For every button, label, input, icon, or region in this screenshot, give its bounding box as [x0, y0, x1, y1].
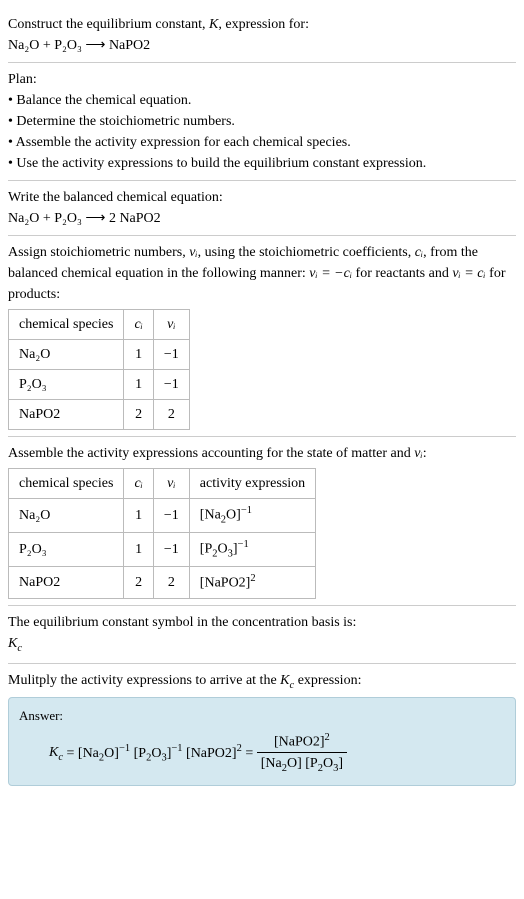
plan-bullet: • Assemble the activity expression for e…: [8, 132, 516, 153]
cell-ci: 2: [124, 400, 153, 430]
intro-section: Construct the equilibrium constant, K, e…: [8, 8, 516, 63]
activity-section: Assemble the activity expressions accoun…: [8, 437, 516, 606]
multiply-text: Mulitply the activity expressions to arr…: [8, 670, 516, 694]
stoich-th-nu: νᵢ: [153, 310, 189, 340]
activity-nu: νᵢ: [414, 446, 422, 461]
table-row: P₂O₃ 1 −1 [P2O3]−1: [9, 533, 316, 567]
stoich-text: Assign stoichiometric numbers, νᵢ, using…: [8, 242, 516, 305]
activity-th-species: chemical species: [9, 469, 124, 499]
balance-label: Write the balanced chemical equation:: [8, 187, 516, 208]
multiply-kc: Kc: [280, 673, 294, 688]
cell-nu: −1: [153, 533, 189, 567]
stoich-th-species: chemical species: [9, 310, 124, 340]
cell-ci: 1: [124, 499, 153, 533]
intro-K: K: [209, 17, 218, 32]
cell-species: NaPO2: [9, 400, 124, 430]
intro-reaction: Na₂O + P₂O₃ ⟶ NaPO2: [8, 35, 516, 56]
plan-section: Plan: • Balance the chemical equation. •…: [8, 63, 516, 181]
stoich-t2: , using the stoichiometric coefficients,: [198, 245, 415, 260]
cell-ci: 1: [124, 340, 153, 370]
kc-symbol-section: The equilibrium constant symbol in the c…: [8, 606, 516, 664]
cell-species: P₂O₃: [9, 533, 124, 567]
intro-part2: , expression for:: [218, 17, 309, 32]
balance-section: Write the balanced chemical equation: Na…: [8, 181, 516, 236]
stoich-th-ci: cᵢ: [124, 310, 153, 340]
cell-nu: −1: [153, 340, 189, 370]
cell-ci: 2: [124, 567, 153, 599]
cell-nu: −1: [153, 370, 189, 400]
activity-th-nu: νᵢ: [153, 469, 189, 499]
table-row: P₂O₃ 1 −1: [9, 370, 190, 400]
cell-species: Na₂O: [9, 340, 124, 370]
multiply-t1: Mulitply the activity expressions to arr…: [8, 673, 280, 688]
cell-nu: 2: [153, 567, 189, 599]
intro-text: Construct the equilibrium constant, K, e…: [8, 14, 516, 35]
plan-heading: Plan:: [8, 69, 516, 90]
stoich-e2: νᵢ = cᵢ: [452, 266, 485, 281]
cell-species: NaPO2: [9, 567, 124, 599]
cell-ci: 1: [124, 533, 153, 567]
stoich-e1: νᵢ = −cᵢ: [309, 266, 352, 281]
stoich-t4: for reactants and: [352, 266, 452, 281]
multiply-t2: expression:: [294, 673, 361, 688]
cell-species: Na₂O: [9, 499, 124, 533]
answer-expression: Kc = [Na2O]−1 [P2O3]−1 [NaPO2]2 = [NaPO2…: [19, 730, 505, 777]
cell-nu: 2: [153, 400, 189, 430]
table-row: NaPO2 2 2: [9, 400, 190, 430]
stoich-section: Assign stoichiometric numbers, νᵢ, using…: [8, 236, 516, 437]
answer-label: Answer:: [19, 706, 505, 726]
cell-nu: −1: [153, 499, 189, 533]
activity-t2: :: [423, 446, 427, 461]
activity-th-expr: activity expression: [189, 469, 315, 499]
cell-expr: [NaPO2]2: [189, 567, 315, 599]
answer-box: Answer: Kc = [Na2O]−1 [P2O3]−1 [NaPO2]2 …: [8, 697, 516, 786]
kc-symbol: Kc: [8, 633, 516, 657]
activity-th-ci: cᵢ: [124, 469, 153, 499]
plan-bullet: • Use the activity expressions to build …: [8, 153, 516, 174]
cell-ci: 1: [124, 370, 153, 400]
stoich-table: chemical species cᵢ νᵢ Na₂O 1 −1 P₂O₃ 1 …: [8, 309, 190, 430]
stoich-t1: Assign stoichiometric numbers,: [8, 245, 189, 260]
multiply-section: Mulitply the activity expressions to arr…: [8, 664, 516, 792]
plan-bullet: • Determine the stoichiometric numbers.: [8, 111, 516, 132]
activity-table: chemical species cᵢ νᵢ activity expressi…: [8, 468, 316, 599]
cell-species: P₂O₃: [9, 370, 124, 400]
kc-symbol-line: The equilibrium constant symbol in the c…: [8, 612, 516, 633]
activity-t1: Assemble the activity expressions accoun…: [8, 446, 414, 461]
cell-expr: [P2O3]−1: [189, 533, 315, 567]
table-row: Na₂O 1 −1 [Na2O]−1: [9, 499, 316, 533]
intro-part1: Construct the equilibrium constant,: [8, 17, 209, 32]
stoich-nu: νᵢ: [189, 245, 197, 260]
table-row: NaPO2 2 2 [NaPO2]2: [9, 567, 316, 599]
table-row: Na₂O 1 −1: [9, 340, 190, 370]
stoich-ci: cᵢ: [415, 245, 423, 260]
cell-expr: [Na2O]−1: [189, 499, 315, 533]
plan-bullet: • Balance the chemical equation.: [8, 90, 516, 111]
activity-text: Assemble the activity expressions accoun…: [8, 443, 516, 464]
balance-eqn: Na₂O + P₂O₃ ⟶ 2 NaPO2: [8, 208, 516, 229]
